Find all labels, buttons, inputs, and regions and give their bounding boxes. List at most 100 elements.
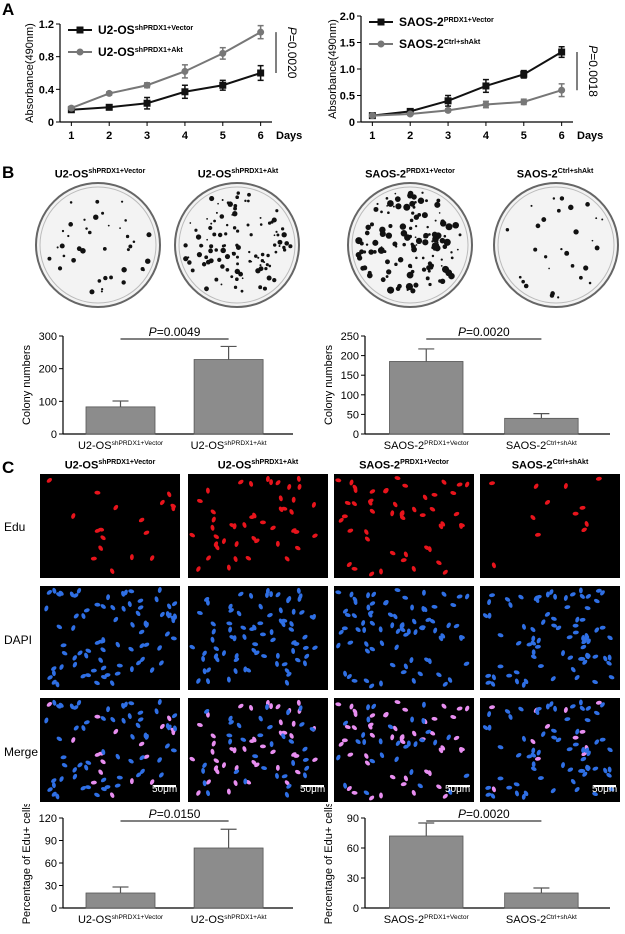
nucleus — [113, 504, 119, 511]
nucleus — [149, 555, 155, 561]
colony-dot — [272, 277, 277, 283]
petri-dish-rim — [39, 186, 157, 304]
nucleus — [564, 605, 571, 610]
colony-dot — [233, 206, 237, 211]
colony-dot — [438, 279, 442, 283]
data-point — [482, 101, 490, 109]
y-axis-label: Absorbance(490nm) — [24, 23, 36, 123]
bar — [504, 417, 579, 435]
nucleus — [165, 723, 170, 730]
nucleus — [592, 654, 599, 659]
nucleus — [453, 511, 460, 517]
nucleus — [581, 527, 587, 533]
nucleus — [355, 739, 361, 745]
nucleus — [566, 747, 573, 752]
micrograph-merge — [40, 698, 180, 802]
nucleus — [286, 671, 292, 677]
colony-dot — [423, 232, 429, 239]
nucleus — [196, 566, 201, 572]
nucleus — [390, 734, 395, 741]
pvalue-label: P=0.0020 — [458, 325, 510, 339]
nucleus — [269, 741, 274, 748]
colony-dot — [195, 234, 202, 240]
nucleus — [98, 545, 104, 551]
nucleus — [595, 476, 602, 481]
nucleus — [487, 724, 492, 731]
colony-dot — [236, 191, 240, 195]
colony-dot — [264, 266, 268, 271]
colony-dot — [221, 244, 225, 248]
nucleus — [402, 483, 409, 488]
colony-dot — [365, 224, 371, 231]
nucleus — [236, 722, 242, 729]
petri-dish-rim — [178, 186, 296, 304]
nucleus — [210, 733, 216, 739]
scale-bar-label-3: 50μm — [445, 784, 471, 795]
nucleus — [202, 650, 207, 657]
colony-dot — [426, 265, 432, 271]
nucleus — [403, 663, 409, 670]
nucleus — [389, 550, 396, 556]
nucleus — [171, 505, 176, 512]
nucleus — [137, 598, 144, 603]
nucleus — [412, 730, 417, 737]
colony-dot — [434, 219, 437, 222]
nucleus — [369, 758, 376, 764]
nucleus — [286, 597, 291, 604]
nucleus — [366, 716, 371, 723]
bar — [504, 892, 579, 909]
nucleus — [261, 654, 268, 659]
colony-dot — [194, 228, 198, 232]
nucleus — [201, 655, 205, 662]
colony-dot — [97, 279, 102, 283]
nucleus — [189, 532, 196, 538]
nucleus — [312, 533, 318, 538]
nucleus — [221, 538, 226, 545]
nucleus — [595, 588, 602, 593]
colony-dot — [415, 256, 418, 260]
nucleus — [232, 747, 237, 754]
nucleus — [295, 657, 301, 663]
nucleus — [303, 772, 307, 779]
nucleus — [94, 490, 101, 495]
nucleus — [83, 720, 90, 725]
colony-dot — [568, 204, 574, 211]
nucleus — [592, 766, 599, 771]
nucleus — [361, 732, 366, 738]
nucleus — [402, 707, 409, 712]
nucleus — [72, 661, 78, 668]
colony-dot — [246, 199, 250, 203]
nucleus — [383, 488, 389, 494]
colony-dot — [271, 217, 277, 223]
colony-dot — [206, 217, 209, 220]
colony-dot — [382, 231, 385, 234]
colony-dot — [87, 230, 92, 235]
nucleus — [59, 776, 64, 782]
nucleus — [364, 641, 369, 647]
nucleus — [535, 597, 540, 604]
nucleus — [100, 647, 106, 653]
nucleus — [578, 768, 585, 773]
nucleus — [363, 790, 370, 796]
nucleus — [411, 566, 416, 572]
nucleus — [364, 760, 370, 766]
nucleus — [594, 710, 600, 716]
nucleus — [600, 702, 605, 708]
colony-dot — [217, 202, 219, 205]
nucleus — [504, 597, 511, 602]
colony-dot — [109, 275, 113, 280]
nucleus — [165, 611, 170, 618]
colony-dot — [196, 252, 202, 258]
colony-dot — [278, 244, 281, 247]
nucleus — [233, 769, 240, 775]
nucleus — [453, 735, 460, 741]
colony-dot — [408, 226, 413, 230]
y-tick-label: 30 — [45, 881, 57, 893]
nucleus — [485, 680, 492, 685]
micro-col-header-2: U2-OSshPRDX1+Akt — [217, 459, 299, 472]
nucleus — [608, 675, 615, 680]
nucleus — [563, 595, 568, 601]
colony-dot — [385, 232, 393, 239]
nucleus — [390, 510, 395, 517]
legend-marker — [76, 26, 84, 34]
